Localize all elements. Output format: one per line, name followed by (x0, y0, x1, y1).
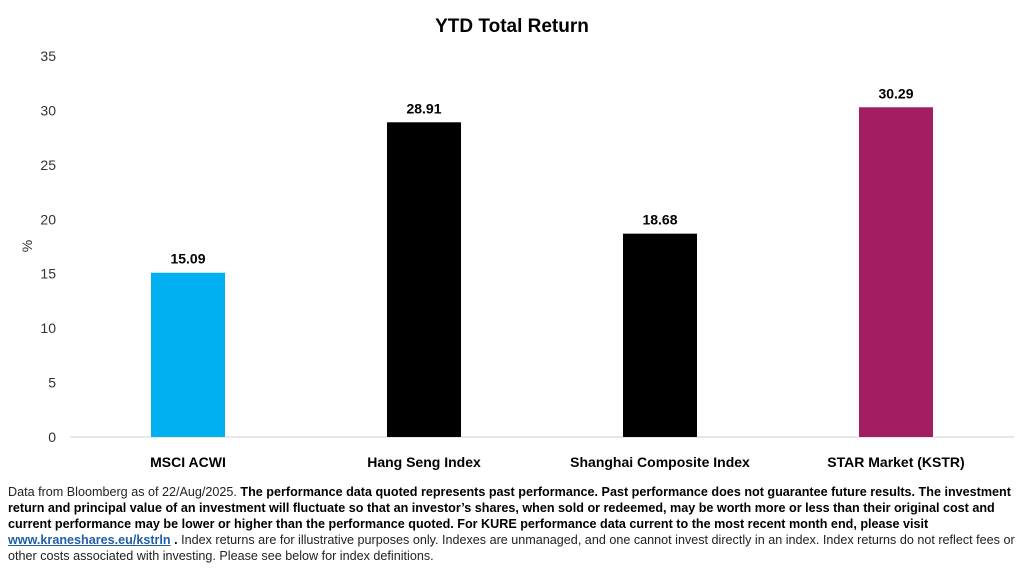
y-tick-label: 5 (48, 375, 56, 391)
y-tick-label: 10 (40, 320, 56, 336)
kraneshares-link[interactable]: www.kraneshares.eu/kstrln (8, 533, 171, 547)
disclaimer: Data from Bloomberg as of 22/Aug/2025. T… (8, 484, 1018, 564)
y-tick-label: 15 (40, 266, 56, 282)
y-tick-label: 25 (40, 157, 56, 173)
bar (623, 233, 697, 437)
y-axis-ticks: 0 5 10 15 20 25 30 35 (40, 48, 56, 445)
bar-value-label: 15.09 (170, 251, 205, 267)
y-tick-label: 0 (48, 429, 56, 445)
bars (151, 107, 933, 437)
y-axis-label: % (19, 240, 35, 252)
y-tick-label: 30 (40, 102, 56, 118)
bar (859, 107, 933, 437)
bar-value-label: 18.68 (642, 212, 677, 228)
category-label: Hang Seng Index (367, 454, 481, 470)
category-label: STAR Market (KSTR) (827, 454, 964, 470)
value-labels: 15.09 28.91 18.68 30.29 (170, 85, 913, 266)
bar (387, 122, 461, 437)
bar-chart: YTD Total Return % 0 5 10 15 20 25 30 35 15.09 2… (19, 16, 1014, 470)
disclaimer-performance-notice: The performance data quoted represents p… (8, 485, 1011, 531)
disclaimer-period: . (170, 533, 178, 547)
bar-value-label: 28.91 (406, 100, 441, 116)
y-tick-label: 20 (40, 211, 56, 227)
category-label: Shanghai Composite Index (570, 454, 750, 470)
category-label: MSCI ACWI (150, 454, 226, 470)
disclaimer-index-note: Index returns are for illustrative purpo… (8, 533, 1015, 563)
disclaimer-intro: Data from Bloomberg as of 22/Aug/2025. (8, 485, 241, 499)
y-tick-label: 35 (40, 48, 56, 64)
bar (151, 272, 225, 437)
bar-value-label: 30.29 (878, 85, 913, 101)
category-labels: MSCI ACWI Hang Seng Index Shanghai Composi… (150, 454, 965, 470)
chart-title: YTD Total Return (435, 16, 589, 37)
